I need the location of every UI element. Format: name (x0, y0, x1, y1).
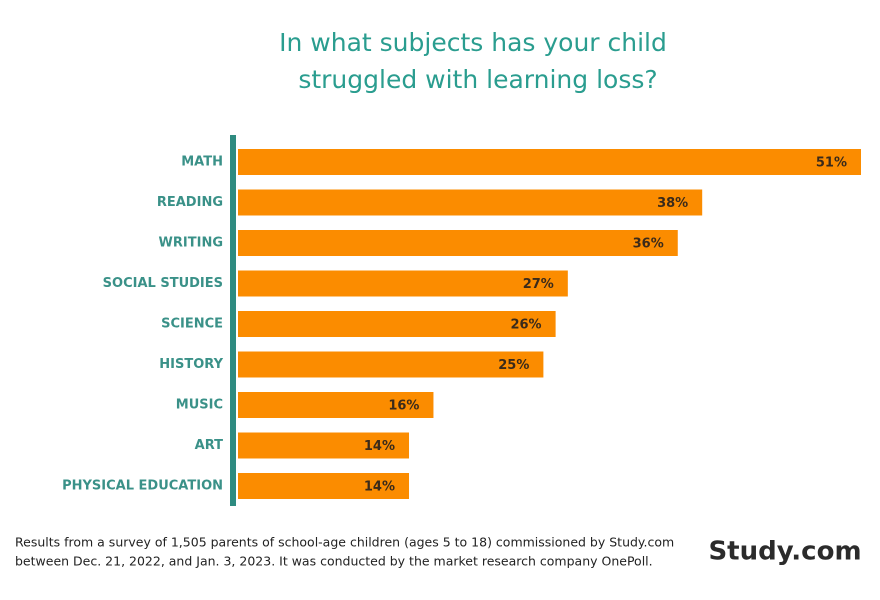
bar (238, 311, 556, 337)
y-tick-label: MUSIC (176, 398, 223, 413)
bar (238, 189, 703, 216)
data-label: 36% (633, 237, 664, 252)
bar (238, 230, 678, 256)
data-label: 25% (498, 358, 529, 373)
chart-title: In what subjects has your child (279, 28, 667, 57)
data-label: 14% (364, 480, 395, 495)
data-label: 26% (510, 318, 541, 333)
footnote: Results from a survey of 1,505 parents o… (15, 535, 674, 550)
data-label: 51% (816, 156, 847, 171)
data-label: 16% (388, 399, 419, 414)
footnote: between Dec. 21, 2022, and Jan. 3, 2023.… (15, 554, 653, 569)
y-tick-label: SOCIAL STUDIES (103, 276, 223, 291)
y-tick-label: ART (195, 438, 223, 453)
y-tick-label: MATH (181, 155, 223, 170)
logo: Study.com (708, 537, 861, 567)
data-label: 38% (657, 196, 688, 211)
data-label: 14% (364, 439, 395, 454)
bar (238, 473, 410, 499)
bar (238, 149, 861, 175)
axis-line (230, 135, 236, 506)
y-tick-label: SCIENCE (161, 317, 223, 332)
bar (238, 392, 434, 418)
bar (238, 432, 410, 459)
data-label: 27% (523, 277, 554, 292)
chart-title: struggled with learning loss? (298, 65, 657, 94)
bar (238, 351, 544, 378)
y-tick-label: HISTORY (159, 357, 223, 372)
y-tick-label: READING (157, 195, 223, 210)
bar (238, 270, 568, 297)
y-tick-label: WRITING (159, 236, 223, 251)
y-tick-label: PHYSICAL EDUCATION (62, 479, 223, 494)
